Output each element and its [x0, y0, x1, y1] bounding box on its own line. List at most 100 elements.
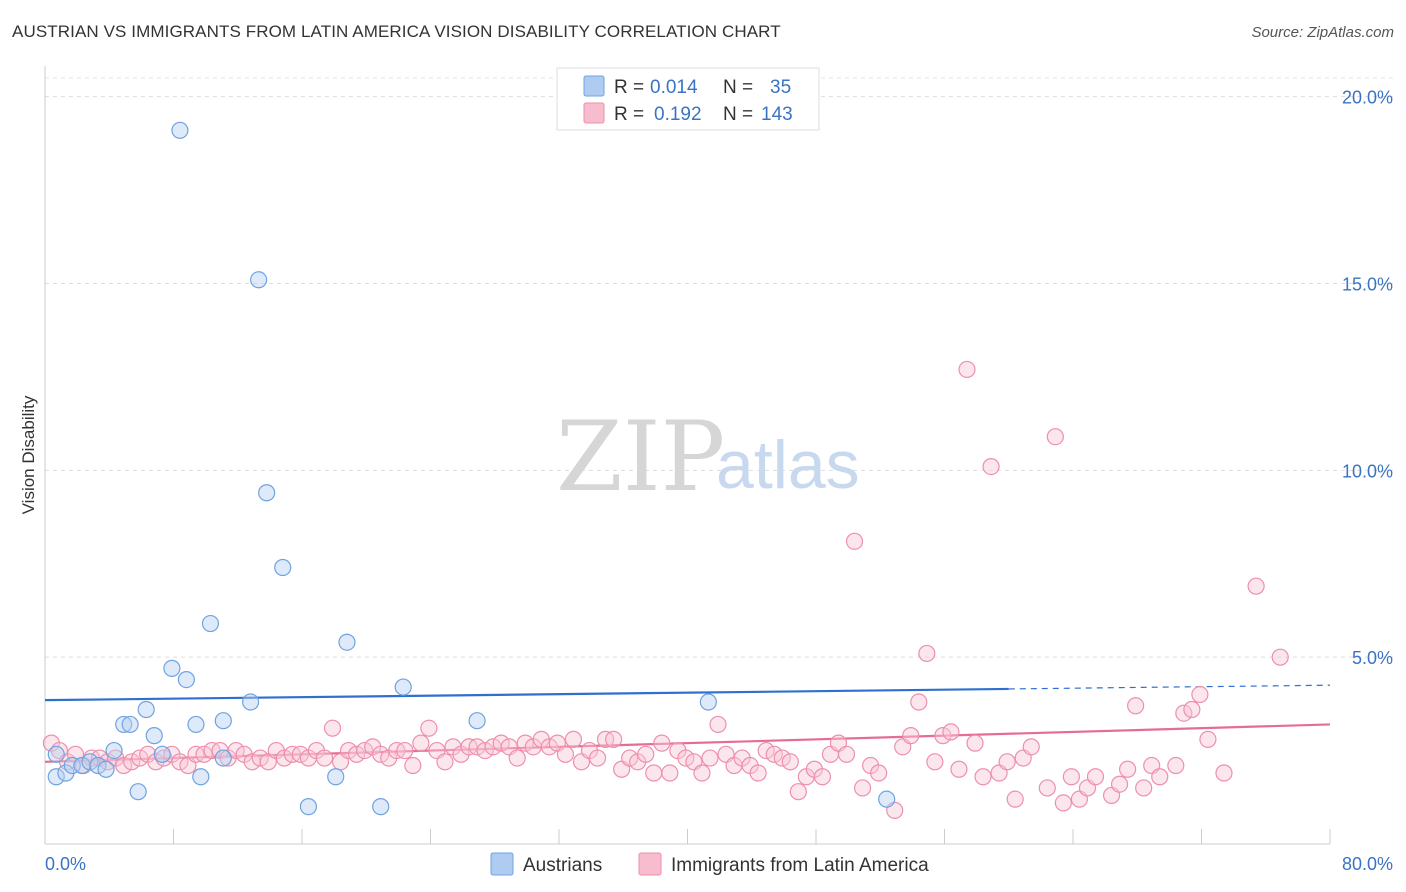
trend-lines — [44, 684, 1331, 763]
point-latin-america — [749, 764, 767, 782]
point-latin-america — [1135, 779, 1153, 797]
point-austrians — [63, 756, 81, 775]
point-austrians — [145, 727, 163, 745]
point-latin-america — [605, 730, 623, 748]
y-tick-label: 10.0% — [1342, 461, 1393, 481]
point-latin-america — [813, 768, 832, 786]
watermark-atlas: atlas — [716, 427, 860, 503]
point-latin-america — [540, 738, 558, 756]
point-latin-america — [1046, 428, 1064, 446]
legend-r-label: R = — [614, 104, 644, 125]
point-latin-america — [1167, 756, 1185, 775]
point-latin-america — [637, 745, 655, 763]
point-latin-america — [291, 745, 309, 763]
point-austrians — [187, 715, 205, 734]
point-latin-america — [1183, 700, 1201, 719]
point-latin-america — [1022, 738, 1040, 756]
point-latin-america — [356, 741, 374, 760]
point-austrians — [699, 693, 717, 711]
point-austrians — [177, 670, 195, 689]
point-latin-america — [709, 715, 727, 734]
point-latin-america — [693, 764, 711, 782]
point-latin-america — [942, 723, 960, 741]
y-tick-labels: 5.0% 10.0% 15.0% 20.0% — [1342, 88, 1393, 668]
point-latin-america — [556, 745, 575, 763]
point-latin-america — [677, 749, 695, 767]
point-latin-america — [950, 760, 968, 778]
bottom-legend-austrians: Austrians — [523, 855, 602, 876]
legend-n-label: N = — [723, 77, 753, 98]
legend-swatch-latin-america — [583, 102, 605, 124]
point-latin-america — [966, 734, 984, 752]
point-latin-america — [420, 719, 438, 737]
point-latin-america — [926, 753, 944, 771]
point-latin-america — [1247, 577, 1265, 595]
watermark: ZIP atlas — [556, 401, 860, 513]
point-latin-america — [195, 745, 213, 763]
grid-lines — [45, 77, 1395, 658]
y-axis-title: Vision Disability — [19, 395, 38, 514]
point-austrians — [878, 790, 896, 808]
point-latin-america — [645, 764, 663, 782]
point-austrians — [258, 484, 276, 502]
point-latin-america — [1006, 790, 1024, 808]
trend-line-austrians-extension — [1008, 684, 1331, 690]
point-latin-america — [653, 734, 671, 752]
chart-title: AUSTRIAN VS IMMIGRANTS FROM LATIN AMERIC… — [12, 22, 781, 41]
point-latin-america — [1175, 704, 1193, 722]
point-latin-america — [1062, 768, 1080, 786]
point-latin-america — [171, 753, 189, 771]
point-latin-america — [902, 727, 920, 745]
point-latin-america — [773, 749, 791, 767]
point-austrians — [394, 678, 412, 696]
point-latin-america — [564, 730, 583, 748]
point-latin-america — [115, 756, 133, 775]
point-latin-america — [492, 734, 510, 752]
legend-n-value: 35 — [770, 77, 791, 98]
point-austrians — [47, 768, 65, 786]
point-latin-america — [1110, 775, 1129, 793]
axes — [44, 66, 1331, 845]
x-tick-label: 80.0% — [1342, 854, 1393, 874]
point-austrians — [214, 749, 232, 767]
point-austrians — [214, 712, 232, 730]
point-latin-america — [910, 693, 928, 711]
point-austrians — [250, 271, 268, 289]
point-austrians — [81, 753, 99, 771]
trend-line-austrians — [44, 687, 1009, 702]
bottom-legend: Austrians Immigrants from Latin America — [490, 852, 929, 876]
point-latin-america — [757, 741, 775, 760]
point-austrians — [201, 614, 220, 633]
point-austrians — [129, 783, 147, 801]
point-latin-america — [1127, 697, 1145, 715]
x-tick-label: 0.0% — [45, 854, 86, 874]
point-latin-america — [781, 753, 799, 771]
point-latin-america — [588, 749, 607, 767]
point-austrians — [121, 715, 139, 734]
point-latin-america — [1215, 764, 1233, 782]
point-austrians — [299, 798, 318, 816]
point-latin-america — [1271, 648, 1289, 666]
point-latin-america — [348, 745, 366, 763]
point-latin-america — [765, 745, 783, 763]
point-latin-america — [404, 756, 422, 775]
point-austrians — [89, 756, 107, 775]
trend-line-latin-america — [44, 723, 1331, 763]
point-latin-america — [123, 753, 141, 771]
watermark-zip: ZIP — [556, 401, 725, 513]
point-latin-america — [396, 741, 414, 760]
point-latin-america — [1191, 685, 1209, 704]
source-label: Source: ZipAtlas.com — [1251, 24, 1394, 41]
legend-n-value: 143 — [761, 104, 793, 125]
y-tick-label: 5.0% — [1352, 648, 1393, 668]
point-latin-america — [412, 734, 430, 752]
point-latin-america — [974, 768, 992, 786]
point-austrians — [47, 745, 65, 763]
point-latin-america — [516, 734, 534, 752]
legend-r-value: 0.192 — [654, 104, 702, 125]
point-latin-america — [845, 532, 864, 550]
point-latin-america — [476, 741, 494, 760]
point-austrians — [115, 715, 133, 734]
point-austrians — [327, 768, 345, 786]
